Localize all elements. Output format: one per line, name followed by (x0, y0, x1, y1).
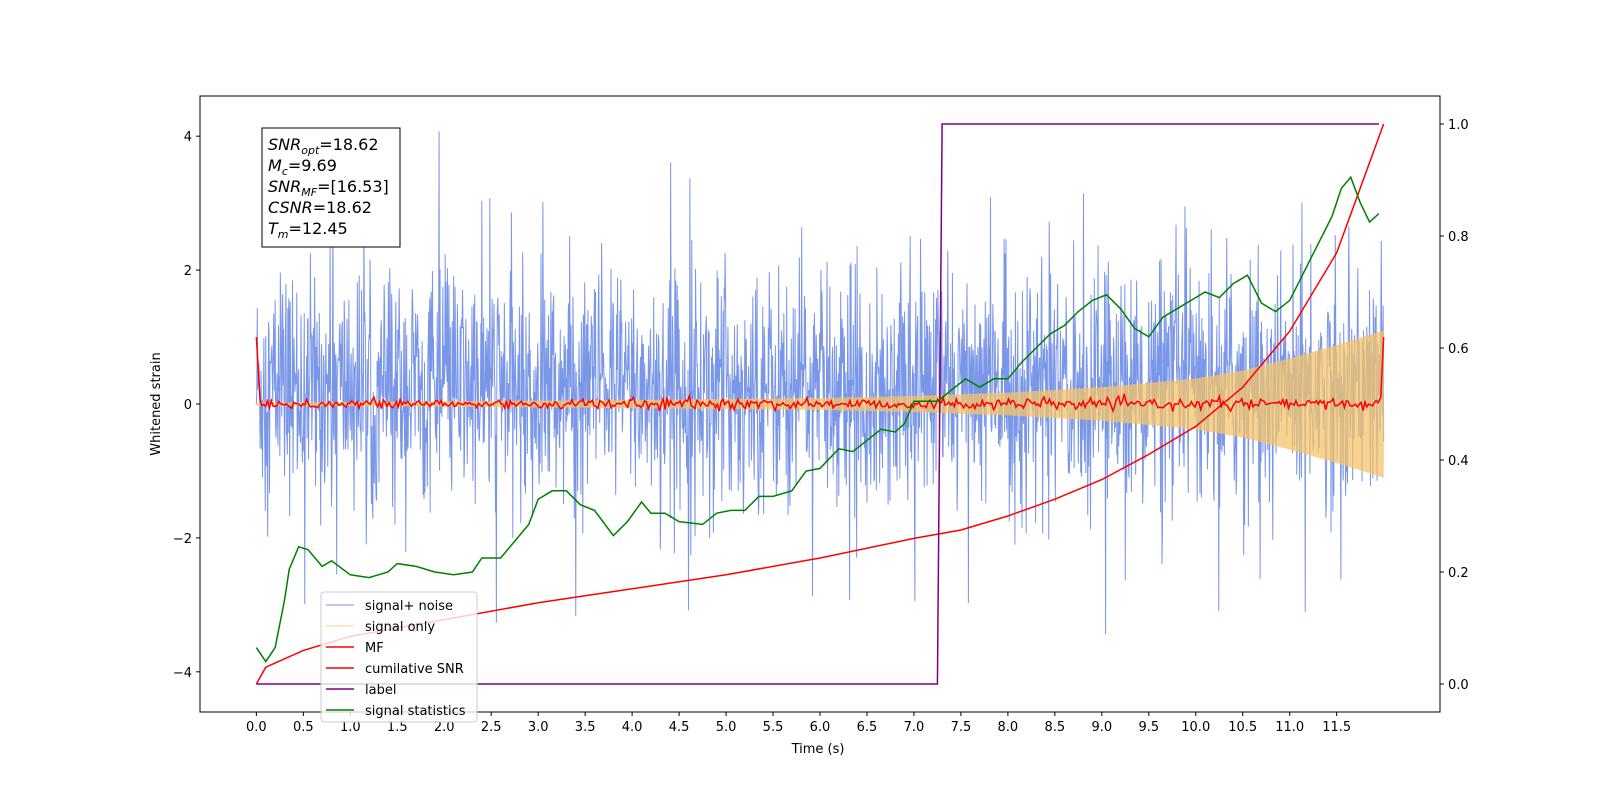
annotation-frame (261, 127, 401, 248)
series-signal-noise (255, 131, 1385, 635)
x-tick-label: 2.5 (481, 720, 502, 735)
x-tick-label: 3.5 (575, 720, 596, 735)
y-left-tick-label: −2 (173, 532, 192, 547)
y-right-tick-label: 0.0 (1448, 678, 1469, 693)
legend-entry-label: signal statistics (365, 704, 466, 719)
x-tick-label: 10.0 (1181, 720, 1210, 735)
x-tick-label: 8.0 (998, 720, 1019, 735)
y-left-tick-label: 2 (184, 264, 192, 279)
x-tick-label: 3.0 (528, 720, 549, 735)
x-tick-label: 10.5 (1228, 720, 1257, 735)
y-right-tick-label: 0.8 (1448, 230, 1469, 245)
y-axis-left: 4 2 0 −2 −4 (173, 130, 200, 681)
legend-frame (320, 591, 478, 723)
legend-entry-label: MF (365, 641, 384, 656)
series-signal-only (255, 330, 1385, 478)
legend-entry-label: cumilative SNR (365, 662, 464, 677)
y-axis-right: 1.0 0.8 0.6 0.4 0.2 0.0 (1440, 118, 1469, 693)
x-tick-label: 0.5 (293, 720, 314, 735)
x-tick-label: 6.0 (810, 720, 831, 735)
x-tick-label: 11.5 (1322, 720, 1351, 735)
x-axis: 0.0 0.5 1.0 1.5 2.0 2.5 3.0 3.5 4.0 4.5 5.0 5.5 6.0 6… (246, 712, 1351, 735)
series-signal-statistics (255, 175, 1380, 663)
series-mf (255, 336, 1385, 414)
legend: signal+ noise signal only MF cumilative SNR… (320, 591, 478, 723)
x-tick-label: 4.0 (622, 720, 643, 735)
series-label (256, 123, 1379, 685)
annotation-line: Mc=9.69 (268, 156, 337, 178)
x-tick-label: 7.5 (951, 720, 972, 735)
y-left-tick-label: 0 (184, 398, 192, 413)
y-left-tick-label: −4 (173, 666, 192, 681)
x-tick-label: 1.0 (340, 720, 361, 735)
x-tick-label: 4.5 (669, 720, 690, 735)
x-tick-label: 8.5 (1045, 720, 1066, 735)
x-tick-label: 11.0 (1275, 720, 1304, 735)
y-right-tick-label: 0.6 (1448, 342, 1469, 357)
x-tick-label: 5.5 (763, 720, 784, 735)
y-right-tick-label: 1.0 (1448, 118, 1469, 133)
y-axis-label: Whitened strain (149, 352, 164, 455)
x-tick-label: 7.0 (904, 720, 925, 735)
annotation-line: CSNR=18.62 (268, 198, 372, 217)
annotation-line: SNRopt=18.62 (268, 135, 379, 157)
x-tick-label: 0.0 (246, 720, 267, 735)
y-left-tick-label: 4 (184, 130, 192, 145)
x-tick-label: 5.0 (716, 720, 737, 735)
annotation-line: SNRMF=[16.53] (268, 177, 389, 199)
legend-entry-label: label (365, 683, 396, 698)
x-tick-label: 1.5 (387, 720, 408, 735)
legend-entry-label: signal+ noise (365, 599, 453, 614)
y-right-tick-label: 0.2 (1448, 566, 1469, 581)
x-tick-label: 6.5 (857, 720, 878, 735)
stats-annotation-box: SNRopt=18.62Mc=9.69SNRMF=[16.53]CSNR=18.… (261, 127, 401, 248)
x-axis-label: Time (s) (791, 742, 845, 757)
x-tick-label: 2.0 (434, 720, 455, 735)
x-tick-label: 9.0 (1091, 720, 1112, 735)
y-right-tick-label: 0.4 (1448, 454, 1469, 469)
legend-entry-label: signal only (365, 620, 435, 635)
annotation-line: Tm=12.45 (268, 219, 348, 241)
x-tick-label: 9.5 (1138, 720, 1159, 735)
